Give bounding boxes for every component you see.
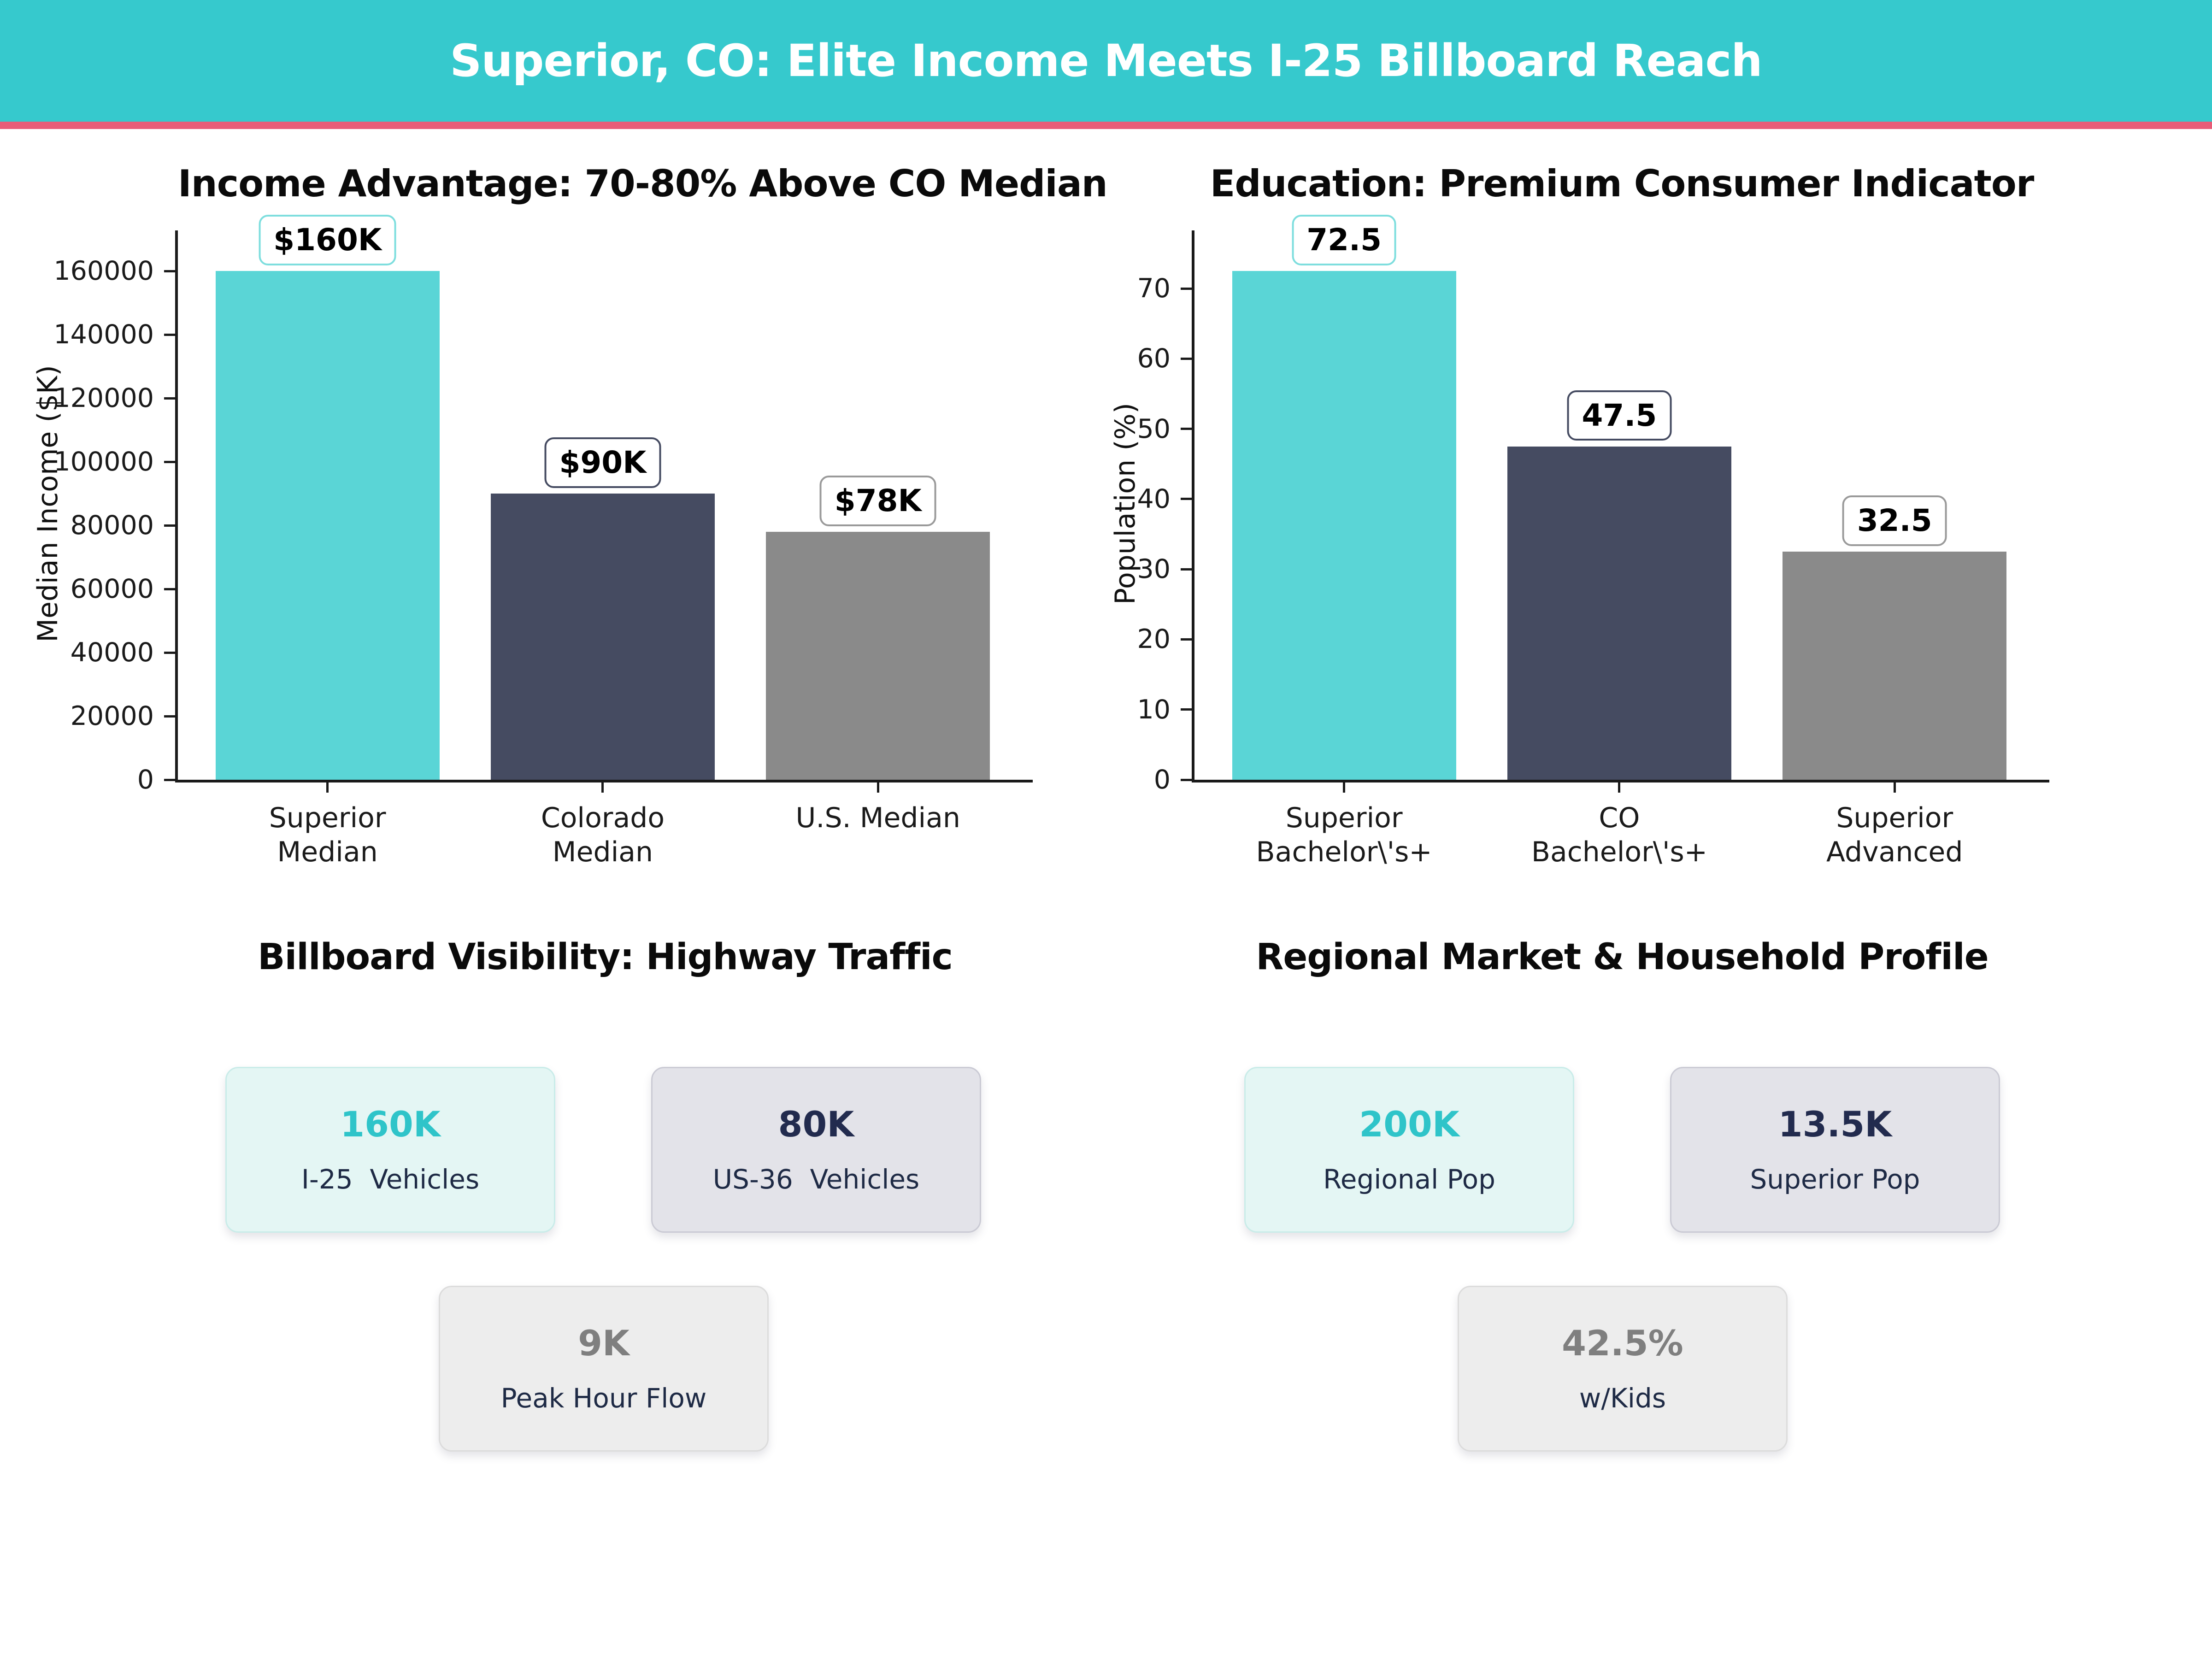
bar-0 [1232,271,1456,780]
y-tick-label: 70 [1137,273,1171,304]
y-tick-mark [1181,428,1192,430]
y-tick-mark [164,524,175,527]
x-tick-mark [1343,782,1346,793]
y-tick-label: 80000 [70,510,154,541]
x-axis-spine [175,780,1033,782]
bar-value-label: $160K [259,215,397,265]
x-tick-mark [1893,782,1896,793]
stat-card-navy: 13.5K Superior Pop [1670,1067,2000,1233]
y-axis-spine [175,230,178,782]
y-tick-label: 10 [1137,694,1171,725]
x-tick-label: Superior Median [269,802,386,868]
y-tick-label: 40 [1137,483,1171,514]
x-tick-label: Superior Bachelor\'s+ [1256,802,1432,868]
bar-1 [1507,446,1731,780]
y-tick-label: 0 [1153,765,1171,795]
market-section-title: Regional Market & Household Profile [1256,936,1988,978]
y-tick-mark [1181,778,1192,781]
y-tick-mark [164,333,175,336]
y-tick-mark [164,588,175,590]
stat-card-value: 13.5K [1778,1104,1892,1145]
y-tick-mark [1181,287,1192,290]
page-title: Superior, CO: Elite Income Meets I-25 Bi… [450,35,1762,87]
y-tick-mark [164,715,175,718]
x-tick-label: U.S. Median [795,802,960,834]
y-tick-label: 0 [137,765,154,795]
y-tick-label: 60 [1137,343,1171,374]
x-tick-label: Superior Advanced [1826,802,1963,868]
stat-card-gray: 42.5% w/Kids [1458,1286,1788,1452]
y-tick-label: 120000 [53,383,154,413]
bar-2 [1783,552,2007,780]
y-tick-label: 20000 [70,701,154,731]
income-chart: Income Advantage: 70-80% Above CO Median… [0,138,1108,922]
bar-value-label: 72.5 [1292,215,1397,265]
stat-card-label: US-36 Vehicles [712,1164,920,1195]
y-tick-mark [1181,638,1192,641]
y-tick-label: 30 [1137,554,1171,585]
y-tick-label: 40000 [70,637,154,668]
y-tick-label: 50 [1137,413,1171,444]
y-tick-mark [164,778,175,781]
y-tick-mark [1181,357,1192,360]
y-tick-mark [164,651,175,654]
bar-0 [215,271,440,780]
stat-card-navy: 80K US-36 Vehicles [651,1067,981,1233]
stat-card-label: w/Kids [1579,1382,1666,1414]
stat-card-teal: 160K I-25 Vehicles [225,1067,555,1233]
stat-card-value: 9K [578,1323,629,1364]
x-axis-spine [1192,780,2049,782]
y-tick-label: 100000 [53,447,154,477]
y-tick-label: 140000 [53,319,154,350]
x-tick-label: CO Bachelor\'s+ [1531,802,1707,868]
y-tick-mark [164,270,175,272]
stat-card-label: Superior Pop [1750,1164,1920,1195]
y-tick-label: 160000 [53,256,154,286]
bar-1 [490,494,715,780]
bar-value-label: $78K [819,475,936,526]
traffic-section-title: Billboard Visibility: Highway Traffic [258,936,953,978]
education-chart-title: Education: Premium Consumer Indicator [1210,162,2035,205]
stat-card-gray: 9K Peak Hour Flow [439,1286,769,1452]
bar-2 [766,531,990,780]
y-tick-mark [1181,498,1192,500]
stat-card-value: 160K [340,1104,441,1145]
y-tick-label: 60000 [70,574,154,604]
stat-card-label: I-25 Vehicles [301,1164,480,1195]
x-tick-label: Colorado Median [541,802,665,868]
y-tick-mark [1181,568,1192,571]
y-axis-spine [1192,230,1194,782]
y-tick-mark [164,460,175,463]
stat-card-label: Regional Pop [1323,1164,1495,1195]
y-tick-label: 20 [1137,624,1171,655]
bar-value-label: 47.5 [1567,390,1672,441]
stat-card-value: 200K [1359,1104,1459,1145]
education-chart: Education: Premium Consumer Indicator Po… [1106,138,2212,922]
bar-value-label: $90K [544,437,661,488]
stat-card-value: 80K [778,1104,854,1145]
x-tick-mark [601,782,604,793]
stat-card-teal: 200K Regional Pop [1244,1067,1574,1233]
header-banner: Superior, CO: Elite Income Meets I-25 Bi… [0,0,2212,129]
x-tick-mark [877,782,879,793]
y-tick-mark [1181,708,1192,711]
x-tick-mark [326,782,329,793]
y-tick-mark [164,397,175,400]
stat-card-label: Peak Hour Flow [500,1382,707,1414]
stat-card-value: 42.5% [1562,1323,1683,1364]
income-chart-title: Income Advantage: 70-80% Above CO Median [178,162,1108,205]
bar-value-label: 32.5 [1842,495,1947,546]
income-y-axis-label: Median Income ($K) [32,365,64,642]
x-tick-mark [1618,782,1621,793]
